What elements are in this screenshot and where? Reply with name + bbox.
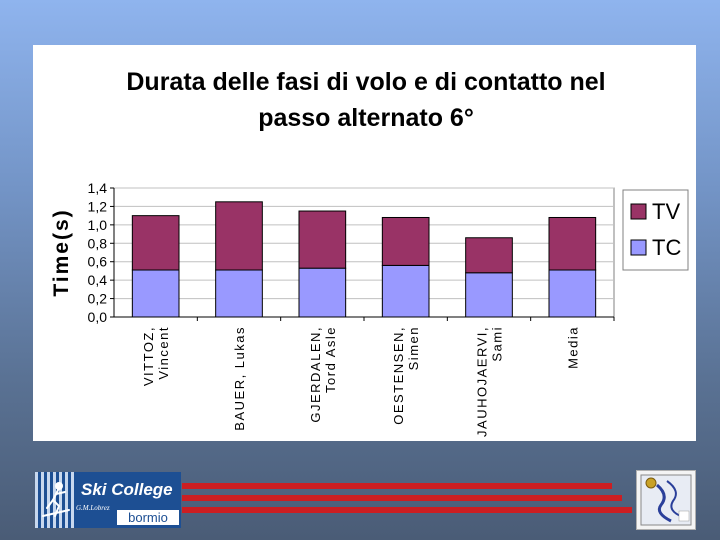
bar-tv	[298, 210, 347, 269]
y-tick-label: 0,0	[88, 309, 108, 325]
legend	[622, 189, 689, 271]
bar-tv	[548, 216, 597, 271]
x-tick-label: Tord Asle	[323, 326, 338, 393]
chart: Durata delle fasi di volo e di contatto …	[50, 68, 689, 437]
x-tick-label: Vincent	[156, 326, 171, 380]
chart-title-line: Durata delle fasi di volo e di contatto …	[126, 68, 605, 96]
footer-rail	[182, 507, 632, 513]
x-tick-label: BAUER, Lukas	[232, 326, 247, 431]
bar-tv	[215, 201, 263, 271]
logo-sub-text: G.M.Lobrez	[76, 504, 110, 512]
bar-tv	[131, 215, 180, 271]
x-tick-label: Media	[565, 326, 580, 369]
bar-tv	[381, 216, 430, 266]
chart-panel: Durata delle fasi di volo e di contatto …	[33, 45, 696, 441]
bar-tc	[298, 267, 347, 318]
bar-tc	[465, 272, 513, 318]
y-tick-label: 0,6	[88, 254, 108, 270]
footer-rail	[182, 483, 612, 489]
bar-tc	[381, 264, 430, 318]
chart-title-line: passo alternato 6°	[258, 104, 474, 132]
y-tick-label: 0,4	[88, 272, 108, 288]
skier-icon	[42, 482, 70, 517]
plot-area	[113, 187, 615, 318]
bar-tc	[548, 269, 597, 318]
bar-tc	[131, 269, 180, 318]
y-axis-label: Time(s)	[50, 208, 73, 296]
footer-rail	[182, 495, 622, 501]
x-tick-label: JAUHOJAERVI,	[475, 326, 490, 437]
logo-brand-text: Ski College	[81, 480, 173, 499]
ski-college-logo: Ski College G.M.Lobrez bormio	[35, 472, 181, 528]
legend-swatch-tv	[630, 203, 647, 220]
bar-tc	[215, 269, 263, 318]
logo-stripes	[35, 472, 75, 528]
logo-place-text: bormio	[117, 510, 179, 525]
x-tick-label: Sami	[490, 326, 505, 362]
legend-swatch-tc	[630, 239, 647, 256]
y-tick-label: 1,2	[88, 198, 108, 214]
academy-seal-icon	[636, 470, 696, 530]
bar-tv	[465, 237, 513, 274]
x-tick-label: Simen	[406, 326, 421, 370]
y-tick-label: 1,0	[88, 217, 108, 233]
x-tick-label: VITTOZ,	[141, 326, 156, 386]
x-tick-label: GJERDALEN,	[308, 326, 323, 423]
footer-rails	[182, 480, 632, 520]
legend-label-tc: TC	[652, 235, 681, 260]
legend-label-tv: TV	[652, 199, 680, 224]
y-tick-label: 0,8	[88, 235, 108, 251]
y-tick-label: 0,2	[88, 291, 108, 307]
y-tick-label: 1,4	[88, 180, 108, 196]
x-tick-label: OESTENSEN,	[391, 326, 406, 425]
